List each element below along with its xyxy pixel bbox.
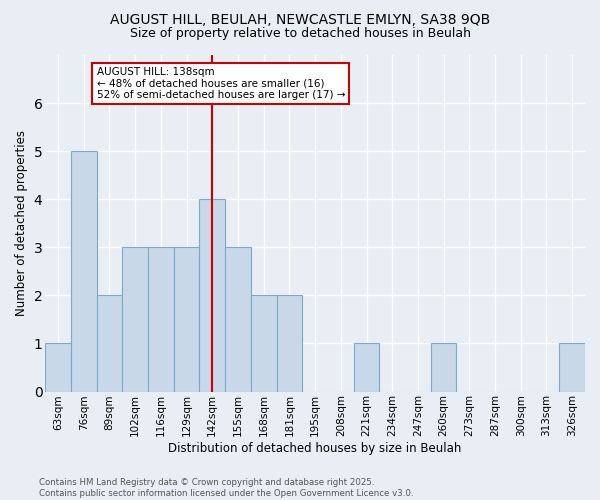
Text: Contains HM Land Registry data © Crown copyright and database right 2025.
Contai: Contains HM Land Registry data © Crown c… — [39, 478, 413, 498]
Bar — [277, 296, 302, 392]
Bar — [431, 344, 457, 392]
X-axis label: Distribution of detached houses by size in Beulah: Distribution of detached houses by size … — [169, 442, 462, 455]
Bar — [148, 248, 174, 392]
Bar — [251, 296, 277, 392]
Bar — [97, 296, 122, 392]
Bar — [45, 344, 71, 392]
Bar — [225, 248, 251, 392]
Bar — [353, 344, 379, 392]
Bar — [559, 344, 585, 392]
Text: AUGUST HILL, BEULAH, NEWCASTLE EMLYN, SA38 9QB: AUGUST HILL, BEULAH, NEWCASTLE EMLYN, SA… — [110, 12, 490, 26]
Text: Size of property relative to detached houses in Beulah: Size of property relative to detached ho… — [130, 28, 470, 40]
Bar — [71, 151, 97, 392]
Text: AUGUST HILL: 138sqm
← 48% of detached houses are smaller (16)
52% of semi-detach: AUGUST HILL: 138sqm ← 48% of detached ho… — [97, 67, 345, 100]
Bar — [174, 248, 199, 392]
Bar — [122, 248, 148, 392]
Bar — [199, 199, 225, 392]
Y-axis label: Number of detached properties: Number of detached properties — [15, 130, 28, 316]
